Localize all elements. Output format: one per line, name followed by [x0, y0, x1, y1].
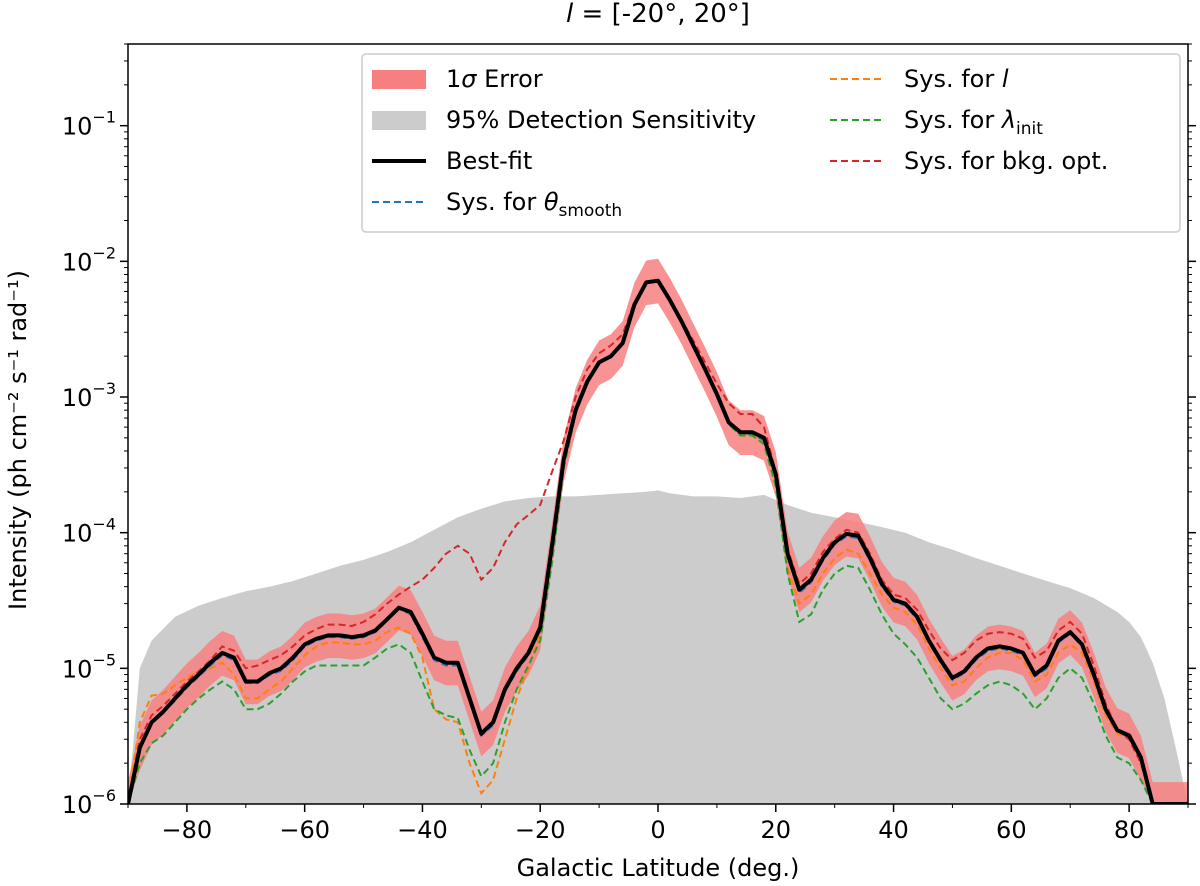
x-tick-label: −80 — [162, 816, 213, 844]
y-tick-label: 10−3 — [62, 379, 116, 412]
x-axis-title: Galactic Latitude (deg.) — [517, 854, 800, 882]
legend-label: Sys. for θsmooth — [446, 188, 622, 221]
legend-label: 1σ Error — [446, 65, 543, 93]
sensitivity-area — [128, 490, 1188, 804]
legend-item-err: 1σ Error — [372, 65, 543, 93]
legend-box — [361, 53, 1181, 233]
chart-title: l = [-20°, 20°] — [566, 0, 750, 29]
y-tick-label: 10−2 — [62, 243, 116, 276]
x-tick-label: 0 — [650, 816, 665, 844]
y-tick-label: 10−1 — [62, 108, 116, 141]
x-tick-label: 60 — [996, 816, 1027, 844]
x-tick-label: −60 — [279, 816, 330, 844]
legend-label: Sys. for λinit — [904, 106, 1043, 139]
legend-item-sys-theta: Sys. for θsmooth — [372, 188, 622, 221]
series-best-fit — [128, 278, 1188, 804]
legend-item-sys-lambda: Sys. for λinit — [830, 106, 1043, 139]
legend-label: 95% Detection Sensitivity — [446, 106, 756, 134]
plot-area — [128, 258, 1188, 804]
legend-item-best: Best-fit — [372, 147, 532, 175]
x-tick-label: 40 — [878, 816, 909, 844]
legend-label: Sys. for bkg. opt. — [904, 147, 1108, 175]
legend-swatch — [372, 111, 426, 130]
legend-item-sens: 95% Detection Sensitivity — [372, 106, 756, 134]
legend-item-sys-bkg: Sys. for bkg. opt. — [830, 147, 1108, 175]
y-tick-label: 10−4 — [62, 515, 116, 548]
legend-swatch — [372, 70, 426, 89]
legend-label: Sys. for l — [904, 65, 1009, 93]
y-tick-label: 10−5 — [62, 650, 116, 683]
y-tick-label: 10−6 — [62, 786, 116, 819]
x-tick-label: −40 — [397, 816, 448, 844]
axes: −80 −60 −40 −20 0 20 40 60 80 10−6 10−5 10−4 10−3 10−… — [62, 43, 1196, 844]
legend-item-sys-l: Sys. for l — [830, 65, 1009, 93]
legend: 1σ Error 95% Detection Sensitivity Best-fi… — [361, 53, 1181, 233]
x-tick-label: 20 — [761, 816, 792, 844]
x-tick-label: −20 — [515, 816, 566, 844]
x-tick-label: 80 — [1114, 816, 1145, 844]
legend-label: Best-fit — [446, 147, 532, 175]
y-axis-title: Intensity (ph cm⁻² s⁻¹ rad⁻¹) — [4, 270, 32, 610]
